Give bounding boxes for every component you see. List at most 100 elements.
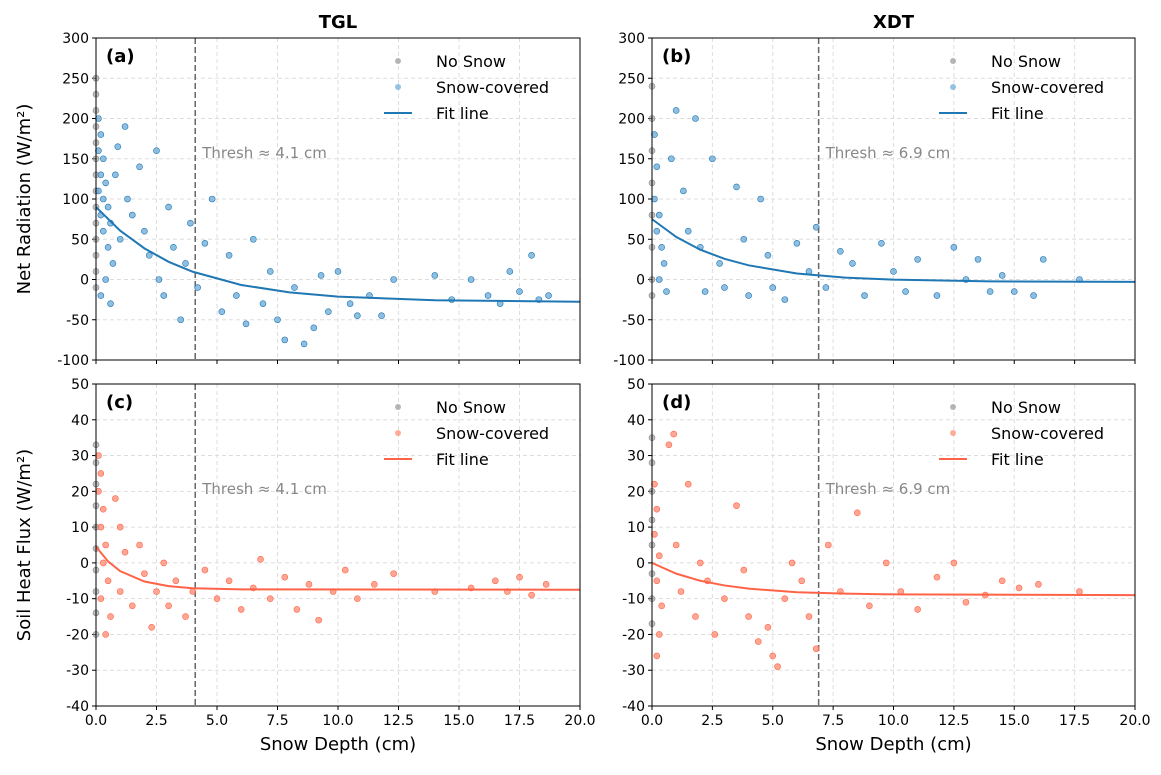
snow-covered-point <box>721 595 728 602</box>
snow-covered-point <box>354 595 361 602</box>
plot-frame <box>651 383 1136 707</box>
snow-covered-point <box>97 292 105 299</box>
snow-covered-point <box>354 312 361 320</box>
panel-a: -100 -50 0 50 100 150 200 250 300 Thresh ≈ 4.1 cm… <box>14 12 581 369</box>
snow-covered-point <box>542 581 550 588</box>
snow-covered-point <box>99 155 107 163</box>
snow-covered-point <box>528 591 535 599</box>
snow-covered-point <box>467 276 475 283</box>
x-axis-label: Snow Depth (cm) <box>260 734 416 755</box>
legend-label: No Snow <box>991 52 1061 71</box>
snow-covered-point <box>861 292 868 299</box>
snow-covered-point <box>740 566 748 574</box>
snow-covered-point <box>882 559 890 567</box>
snow-covered-point <box>757 195 764 203</box>
snow-covered-point <box>218 308 226 316</box>
snow-covered-point <box>653 652 661 660</box>
snow-covered-point <box>99 195 107 203</box>
snow-covered-point <box>655 631 663 638</box>
snow-covered-point <box>390 570 397 577</box>
snow-covered-point <box>491 577 499 585</box>
snow-covered-point <box>187 219 194 227</box>
snow-covered-point <box>291 284 298 291</box>
snow-covered-point <box>974 256 982 263</box>
x-tick-label: 7.5 <box>822 713 844 729</box>
snow-covered-point <box>745 292 752 299</box>
snow-covered-point <box>651 131 658 138</box>
legend-label: Snow-covered <box>991 78 1104 97</box>
snow-covered-point <box>160 559 168 567</box>
snow-covered-point <box>484 292 492 299</box>
y-tick-label: 50 <box>627 377 645 393</box>
snow-covered-point <box>129 602 136 610</box>
snow-covered-point <box>148 623 155 631</box>
y-tick-label: 20 <box>627 484 645 500</box>
legend-marker-icon <box>395 404 401 410</box>
legend-label: Snow-covered <box>436 78 549 97</box>
panel-b: -100 -50 0 50 100 150 200 250 300 Thresh ≈ 6.9 cm… <box>613 12 1136 369</box>
legend-label: Fit line <box>991 104 1044 123</box>
snow-covered-point <box>769 284 777 291</box>
fit-line <box>95 546 581 591</box>
threshold-label: Thresh ≈ 6.9 cm <box>825 144 951 162</box>
y-tick-label: 200 <box>618 112 645 128</box>
snow-covered-point <box>849 260 856 267</box>
snow-covered-point <box>300 340 308 348</box>
plot-frame <box>95 37 581 361</box>
snow-covered-point <box>95 115 102 122</box>
snow-covered-point <box>655 552 663 560</box>
snow-covered-point <box>208 195 216 203</box>
snow-covered-point <box>545 292 552 299</box>
y-tick-label: -50 <box>622 313 645 329</box>
snow-covered-point <box>793 239 801 247</box>
legend-marker-icon <box>950 430 956 436</box>
snow-covered-point <box>104 577 112 585</box>
y-tick-label: 10 <box>627 520 645 536</box>
y-tick-label: 20 <box>71 484 89 500</box>
threshold-label: Thresh ≈ 4.1 cm <box>201 480 327 498</box>
y-tick-label: -30 <box>66 663 89 679</box>
snow-covered-point <box>950 244 958 251</box>
snow-covered-point <box>788 559 796 567</box>
snow-covered-point <box>933 573 941 581</box>
y-tick-label: 200 <box>62 112 89 128</box>
x-tick-label: 12.5 <box>938 713 969 729</box>
snow-covered-point <box>99 559 107 567</box>
x-tick-label: 20.0 <box>1119 713 1150 729</box>
snow-covered-point <box>774 663 781 670</box>
y-tick-label: 0 <box>80 556 89 572</box>
snow-covered-point <box>189 588 197 595</box>
snow-covered-point <box>1035 581 1042 588</box>
snow-covered-point <box>684 480 692 488</box>
y-tick-label: 300 <box>618 31 645 47</box>
snow-covered-point <box>812 645 820 653</box>
snow-covered-point <box>95 452 102 459</box>
snow-covered-point <box>1030 292 1037 299</box>
snow-covered-point <box>107 300 114 307</box>
legend-marker-icon <box>395 430 401 436</box>
y-tick-label: -20 <box>66 627 89 643</box>
threshold-label: Thresh ≈ 4.1 cm <box>201 144 327 162</box>
snow-covered-point <box>165 602 172 610</box>
snow-covered-point <box>172 577 180 585</box>
snow-covered-point <box>764 252 772 259</box>
snow-covered-point <box>1010 288 1018 295</box>
snow-covered-point <box>165 203 172 211</box>
snow-covered-point <box>95 187 102 195</box>
y-axis-label: Net Radiation (W/m²) <box>14 104 35 295</box>
snow-covered-point <box>237 606 245 613</box>
snow-covered-point <box>740 235 748 243</box>
snow-covered-point <box>281 573 289 581</box>
y-tick-label: 0 <box>80 273 89 289</box>
x-tick-label: 7.5 <box>266 713 288 729</box>
snow-covered-point <box>242 320 250 328</box>
snow-covered-point <box>733 502 740 509</box>
y-axis-label: Soil Heat Flux (W/m²) <box>14 449 35 641</box>
snow-covered-point <box>890 268 897 275</box>
snow-covered-point <box>998 577 1006 585</box>
legend-marker-icon <box>950 58 956 64</box>
x-tick-label: 15.0 <box>443 713 474 729</box>
snow-covered-point <box>696 559 704 567</box>
snow-covered-point <box>97 595 105 602</box>
snow-covered-point <box>516 288 523 295</box>
